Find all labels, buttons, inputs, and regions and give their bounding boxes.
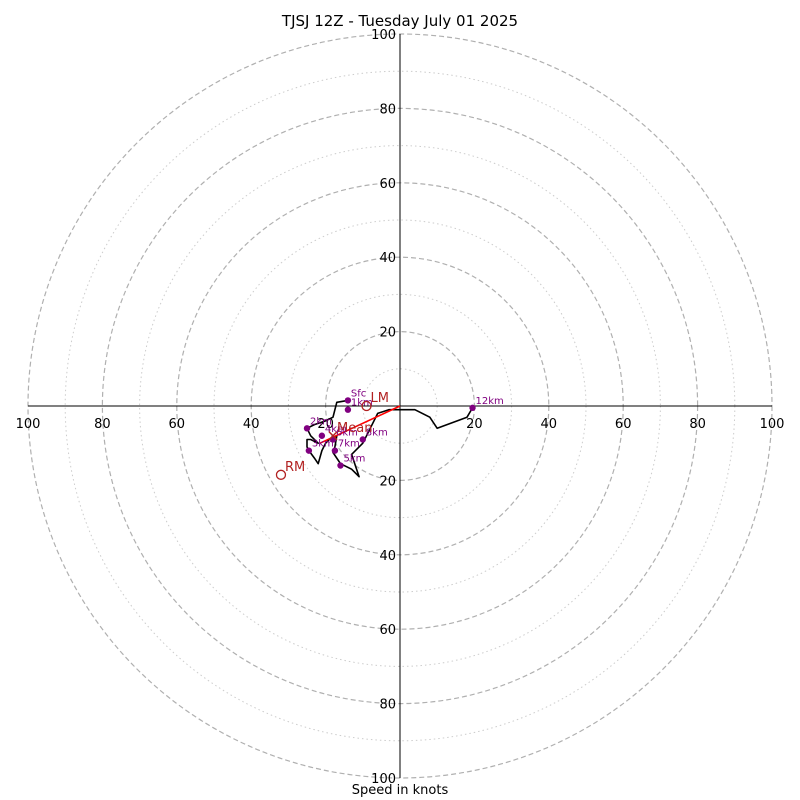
height-label: 4km <box>325 424 347 435</box>
height-label: 1km <box>351 398 373 409</box>
height-label: 5km <box>343 454 365 465</box>
x-tick-label: 100 <box>16 417 41 432</box>
height-point <box>344 406 352 413</box>
height-point <box>331 447 339 454</box>
x-tick-label: 80 <box>94 417 111 432</box>
y-tick-label: 40 <box>379 251 396 266</box>
height-label: 3km <box>312 439 334 450</box>
chart-title: TJSJ 12Z - Tuesday July 01 2025 <box>281 12 519 30</box>
y-tick-label: 100 <box>371 772 396 787</box>
storm-motion-label: Mean <box>337 421 372 436</box>
height-point <box>359 436 366 443</box>
x-tick-label: 40 <box>243 417 260 432</box>
x-tick-label: 80 <box>689 417 706 432</box>
height-point <box>303 425 311 432</box>
storm-motion-label: RM <box>285 460 305 475</box>
y-tick-label: 80 <box>379 102 396 117</box>
storm-motion-label: LM <box>371 391 389 406</box>
height-label: 6km <box>336 427 358 438</box>
height-point <box>318 432 326 439</box>
height-label: 8km <box>366 427 388 438</box>
x-tick-label: 60 <box>615 417 632 432</box>
height-label: 2km <box>310 416 332 427</box>
height-label: 12km <box>476 396 504 407</box>
y-tick-label: 100 <box>371 28 396 43</box>
x-tick-label: 60 <box>169 417 186 432</box>
tick-labels: 100 100 100 100 80 80 80 80 60 60 60 60 40 40 40 40 20 20… <box>16 28 785 787</box>
x-tick-label: 100 <box>760 417 785 432</box>
y-tick-label: 20 <box>379 474 396 489</box>
storm-motion-marker <box>275 469 287 480</box>
height-label: 7km <box>338 439 360 450</box>
y-tick-label: 40 <box>379 549 396 564</box>
height-point <box>344 397 352 404</box>
y-tick-label: 60 <box>379 623 396 638</box>
mean-motion-marker <box>328 431 338 441</box>
y-tick-label: 80 <box>379 698 396 713</box>
storm-motion-marker <box>361 400 372 412</box>
x-tick-label: 20 <box>466 417 483 432</box>
height-label: Sfc <box>351 388 366 399</box>
height-point <box>337 462 344 469</box>
y-tick-label: 60 <box>379 177 396 192</box>
x-tick-label: 20 <box>317 417 334 432</box>
x-axis-label: Speed in knots <box>351 783 449 798</box>
height-point <box>305 447 313 454</box>
height-point <box>469 404 476 412</box>
x-tick-label: 40 <box>541 417 558 432</box>
y-tick-label: 20 <box>379 326 396 341</box>
